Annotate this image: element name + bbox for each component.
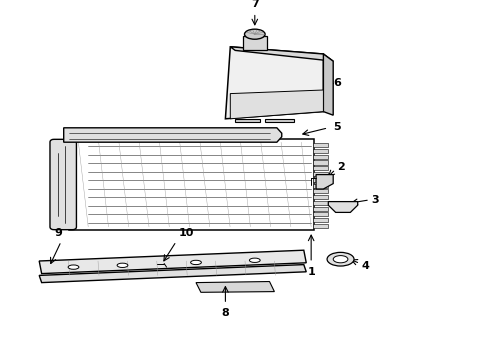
Polygon shape (265, 119, 294, 122)
Ellipse shape (245, 29, 265, 39)
Bar (313, 212, 328, 216)
Polygon shape (39, 250, 306, 274)
Bar (243, 36, 267, 50)
Ellipse shape (327, 252, 354, 266)
Text: 1: 1 (307, 267, 315, 277)
Polygon shape (230, 47, 333, 61)
Ellipse shape (117, 263, 128, 267)
Polygon shape (328, 202, 358, 212)
Bar (313, 172, 328, 176)
Text: 5: 5 (333, 122, 341, 132)
Ellipse shape (249, 258, 260, 262)
Bar (313, 149, 328, 153)
Bar (313, 143, 328, 147)
Ellipse shape (333, 256, 348, 263)
FancyBboxPatch shape (50, 139, 76, 230)
Ellipse shape (68, 265, 79, 269)
Bar (313, 195, 328, 199)
Polygon shape (39, 265, 306, 283)
Bar (313, 166, 328, 170)
Polygon shape (64, 128, 282, 142)
Text: 3: 3 (371, 195, 379, 205)
Text: 7: 7 (251, 0, 259, 9)
Bar (313, 224, 328, 228)
Text: 4: 4 (361, 261, 369, 271)
Text: 9: 9 (54, 228, 62, 238)
Text: 10: 10 (179, 228, 194, 238)
Ellipse shape (191, 260, 201, 265)
Bar (313, 178, 328, 182)
Bar (313, 218, 328, 222)
Text: 6: 6 (333, 78, 341, 88)
Polygon shape (230, 90, 323, 119)
Polygon shape (316, 175, 333, 189)
Bar (313, 189, 328, 193)
Bar (313, 161, 328, 165)
Polygon shape (235, 119, 260, 122)
Bar (313, 201, 328, 205)
Polygon shape (323, 54, 333, 115)
Bar (69, 139, 314, 230)
Bar (313, 155, 328, 159)
Polygon shape (196, 282, 274, 292)
Bar (313, 207, 328, 211)
Text: 8: 8 (221, 308, 229, 318)
Polygon shape (225, 47, 323, 119)
Bar (313, 184, 328, 188)
Text: 2: 2 (337, 162, 345, 172)
